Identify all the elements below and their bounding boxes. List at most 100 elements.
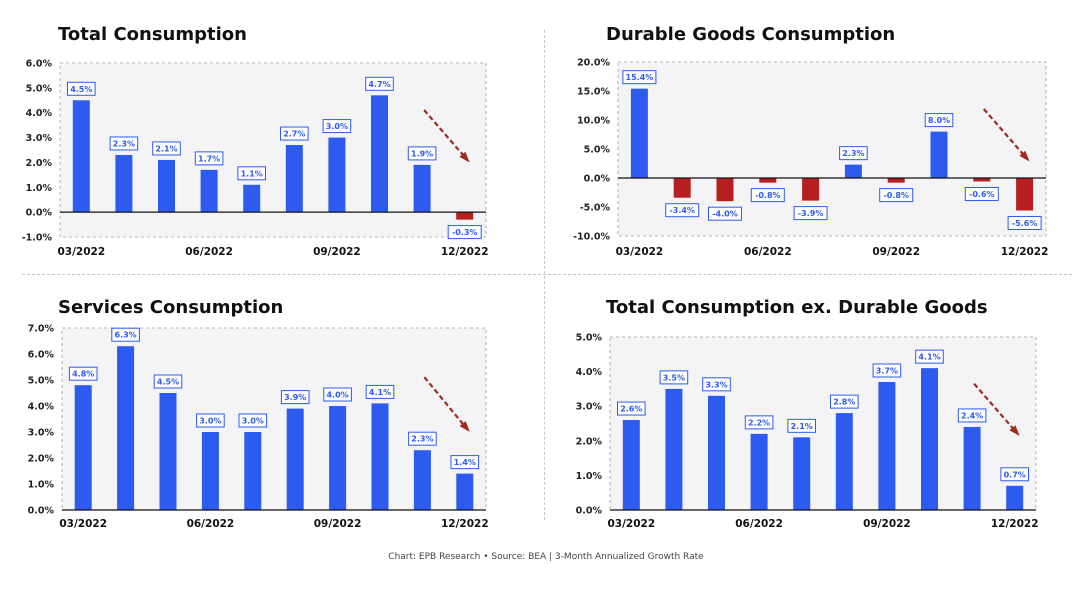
data-label-box	[1007, 215, 1042, 230]
data-label-box	[793, 206, 828, 221]
x-tick-label: 03/2022	[607, 518, 655, 530]
bar	[371, 403, 389, 510]
data-label-text: 3.7%	[876, 366, 898, 375]
data-label-box	[280, 126, 309, 141]
x-tick-label: 12/2022	[441, 246, 489, 258]
data-label-text: -0.3%	[452, 228, 478, 237]
bar	[1006, 485, 1024, 510]
x-tick-label: 06/2022	[735, 518, 783, 530]
bar	[159, 393, 177, 510]
data-label-text: -4.0%	[712, 210, 738, 219]
bar	[244, 432, 262, 510]
bar	[793, 437, 811, 510]
x-tick-label: 12/2022	[1001, 246, 1049, 258]
trend-arrow-icon	[423, 376, 470, 432]
y-tick-label: -5.0%	[580, 203, 611, 214]
data-label: 2.1%	[152, 141, 181, 156]
y-tick-label: 15.0%	[577, 87, 610, 98]
data-label-box	[237, 166, 266, 181]
bar	[622, 420, 640, 510]
data-label-text: 4.1%	[369, 388, 391, 397]
bar	[413, 164, 431, 213]
x-tick-label: 06/2022	[187, 518, 235, 530]
data-label-box	[787, 418, 817, 433]
bar	[973, 178, 991, 182]
x-tick-label: 12/2022	[991, 518, 1039, 530]
data-label: 3.9%	[280, 390, 310, 405]
bar	[285, 145, 303, 213]
data-label-box	[839, 146, 868, 161]
bar	[286, 408, 304, 510]
data-label-text: 2.3%	[113, 139, 135, 148]
data-label-text: 4.1%	[918, 353, 940, 362]
y-tick-label: 5.0%	[576, 333, 603, 344]
bar	[200, 169, 218, 213]
bar	[117, 346, 135, 510]
data-label: -0.8%	[750, 188, 785, 203]
data-label-box	[964, 186, 999, 201]
bar	[930, 131, 948, 178]
y-tick-label: 3.0%	[26, 133, 53, 144]
trend-arrow-head	[1009, 425, 1020, 436]
bar	[887, 178, 905, 183]
data-label: 2.7%	[280, 126, 309, 141]
data-label-box	[323, 387, 352, 402]
data-label-box	[109, 136, 139, 151]
chart-title: Services Consumption	[58, 297, 284, 318]
bar	[878, 381, 896, 510]
bar	[115, 154, 133, 213]
data-label-text: -0.8%	[883, 191, 909, 200]
data-label-text: 1.1%	[241, 169, 263, 178]
data-label-text: 8.0%	[928, 116, 950, 125]
data-label-box	[365, 76, 394, 91]
data-label-box	[872, 363, 902, 378]
y-tick-label: 5.0%	[26, 83, 53, 94]
chart-title: Total Consumption ex. Durable Goods	[606, 297, 988, 318]
data-label-box	[194, 151, 224, 166]
data-label-text: 3.3%	[705, 380, 727, 389]
bar	[750, 433, 768, 510]
data-label-text: 3.0%	[326, 122, 348, 131]
data-label: 6.3%	[111, 327, 140, 342]
data-label-box	[67, 81, 96, 96]
data-label: 2.3%	[408, 431, 437, 446]
trend-arrow-shaft	[973, 382, 1019, 435]
data-label-text: 6.3%	[115, 331, 137, 340]
bar	[413, 450, 431, 510]
data-label-box	[111, 327, 140, 342]
data-label: 4.1%	[365, 384, 395, 399]
trend-arrow-shaft	[423, 376, 469, 431]
y-tick-label: 0.0%	[576, 506, 603, 517]
bar	[328, 137, 346, 213]
data-label-text: 0.7%	[1004, 470, 1026, 479]
data-label: 3.0%	[238, 413, 268, 428]
y-tick-label: 2.0%	[28, 454, 55, 465]
data-label-text: -0.8%	[755, 191, 781, 200]
chart-svg: 7.0% 6.0% 5.0% 4.0% 3.0% 2.0% 1.0% 0.0% 4.8% 6.3%…	[28, 324, 489, 531]
data-label-box	[622, 70, 657, 85]
data-label: -4.0%	[708, 206, 742, 221]
bar	[72, 100, 90, 213]
data-label-text: -0.6%	[969, 190, 995, 199]
data-label-box	[408, 431, 437, 446]
y-tick-label: 4.0%	[576, 367, 603, 378]
data-label: -0.8%	[879, 188, 914, 203]
y-tick-label: 6.0%	[28, 350, 55, 361]
data-label: 2.4%	[957, 408, 987, 423]
data-label: 3.0%	[196, 413, 225, 428]
chart-svg: 6.0% 5.0% 4.0% 3.0% 2.0% 1.0% 0.0% -1.0% 4.5% 2.3…	[22, 59, 489, 259]
data-label-box	[665, 203, 700, 218]
y-tick-label: 0.0%	[26, 208, 53, 219]
x-tick-label: 09/2022	[872, 246, 920, 258]
data-label-text: 1.9%	[411, 149, 433, 158]
data-label-text: 4.5%	[70, 85, 92, 94]
bar	[201, 432, 219, 510]
data-label: 1.1%	[237, 166, 266, 181]
x-tick-label: 03/2022	[59, 518, 107, 530]
bar	[716, 178, 734, 202]
data-label-text: 2.4%	[961, 411, 983, 420]
data-label-text: 4.5%	[157, 378, 179, 387]
data-label-text: 2.3%	[842, 149, 864, 158]
trend-arrow-icon	[982, 108, 1030, 162]
data-label: -0.3%	[447, 225, 482, 240]
